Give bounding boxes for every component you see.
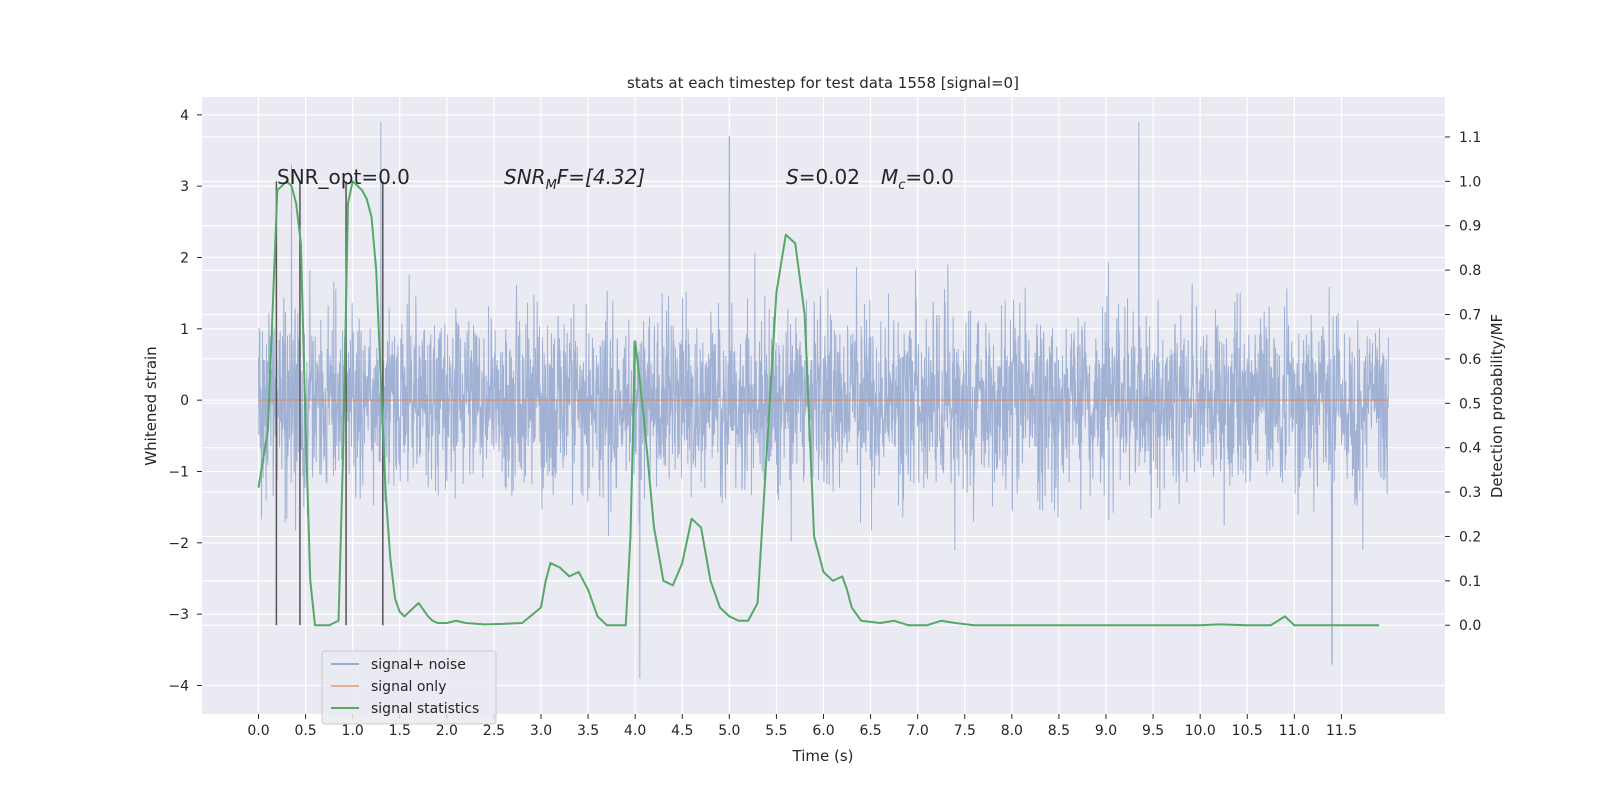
x-tick-label-20: 10.0 — [1185, 723, 1216, 739]
x-tick-label-10: 5.0 — [718, 723, 740, 739]
y-tick-label-6: 2 — [180, 250, 189, 266]
x-tick-label-14: 7.0 — [907, 723, 929, 739]
mc-sub: c — [898, 178, 905, 193]
y2-tick-label-11: 1.1 — [1459, 130, 1481, 146]
y-tick-label-5: 1 — [180, 322, 189, 338]
y-tick-label-1: −3 — [168, 607, 189, 623]
snr-mf-base: SNR — [504, 165, 546, 189]
y2-tick-label-10: 1.0 — [1459, 174, 1481, 190]
y2-tick-label-1: 0.1 — [1459, 574, 1481, 590]
mc-value: =0.0 — [905, 165, 954, 189]
x-tick-label-13: 6.5 — [859, 723, 881, 739]
y2-tick-label-5: 0.5 — [1459, 396, 1481, 412]
annotation-mc: Mc=0.0 — [881, 165, 954, 193]
x-tick-label-15: 7.5 — [954, 723, 976, 739]
signal-noise-series — [258, 121, 1389, 679]
snr-mf-sub: M — [546, 178, 557, 193]
y-axis-label: Whitened strain — [142, 346, 160, 465]
x-tick-label-4: 2.0 — [436, 723, 458, 739]
x-tick-label-23: 11.5 — [1326, 723, 1357, 739]
s-var: S — [786, 165, 799, 189]
y2-tick-label-0: 0.0 — [1459, 618, 1481, 634]
y-tick-label-2: −2 — [168, 536, 189, 552]
chart-title: stats at each timestep for test data 155… — [627, 74, 1019, 92]
x-tick-label-8: 4.0 — [624, 723, 646, 739]
y-tick-label-0: −4 — [168, 678, 189, 694]
x-tick-label-22: 11.0 — [1279, 723, 1310, 739]
x-tick-label-21: 10.5 — [1232, 723, 1263, 739]
y-tick-label-4: 0 — [180, 393, 189, 409]
y2-tick-label-8: 0.8 — [1459, 263, 1481, 279]
y-tick-label-7: 3 — [180, 179, 189, 195]
snr-mf-rest: F=[4.32] — [557, 165, 645, 189]
axis-ticks: 0.0 0.5 1.0 1.5 2.0 2.5 3.0 3.5 4.0 4.5 5.0 5.5 6.0 6… — [168, 108, 1481, 739]
s-value: =0.02 — [799, 165, 860, 189]
signal-statistics-series — [257, 180, 1380, 627]
legend: signal+ noise signal only signal statist… — [321, 650, 497, 725]
x-tick-label-3: 1.5 — [389, 723, 411, 739]
x-tick-label-16: 8.0 — [1001, 723, 1023, 739]
y-tick-label-8: 4 — [180, 108, 189, 124]
y2-tick-label-9: 0.9 — [1459, 219, 1481, 235]
x-tick-label-12: 6.0 — [812, 723, 834, 739]
x-tick-label-5: 2.5 — [483, 723, 505, 739]
x-tick-label-18: 9.0 — [1095, 723, 1117, 739]
annotation-s: S=0.02 — [786, 165, 860, 189]
y-tick-label-3: −1 — [168, 464, 189, 480]
x-tick-label-0: 0.0 — [247, 723, 269, 739]
annotation-snr-opt: SNR_opt=0.0 — [277, 165, 410, 189]
mc-var: M — [881, 165, 898, 189]
x-tick-label-19: 9.5 — [1142, 723, 1164, 739]
y2-tick-label-2: 0.2 — [1459, 529, 1481, 545]
x-axis-label: Time (s) — [792, 747, 854, 765]
x-tick-label-17: 8.5 — [1048, 723, 1070, 739]
x-tick-label-6: 3.0 — [530, 723, 552, 739]
legend-label-noise: signal+ noise — [371, 657, 466, 673]
annotation-snr-mf: SNRMF=[4.32] — [504, 165, 645, 193]
y2-axis-label: Detection probability/MF — [1488, 314, 1506, 498]
y2-tick-label-7: 0.7 — [1459, 308, 1481, 324]
legend-box — [321, 650, 497, 725]
signal-noise-line — [258, 121, 1389, 679]
legend-label-stats: signal statistics — [371, 701, 479, 717]
x-tick-label-9: 4.5 — [671, 723, 693, 739]
legend-label-signal-only: signal only — [371, 679, 446, 695]
x-tick-label-11: 5.5 — [765, 723, 787, 739]
x-tick-label-7: 3.5 — [577, 723, 599, 739]
y2-tick-label-4: 0.4 — [1459, 441, 1481, 457]
y2-tick-label-3: 0.3 — [1459, 485, 1481, 501]
y2-tick-label-6: 0.6 — [1459, 352, 1481, 368]
x-tick-label-2: 1.0 — [342, 723, 364, 739]
signal-statistics-line — [257, 180, 1380, 627]
x-tick-label-1: 0.5 — [294, 723, 316, 739]
